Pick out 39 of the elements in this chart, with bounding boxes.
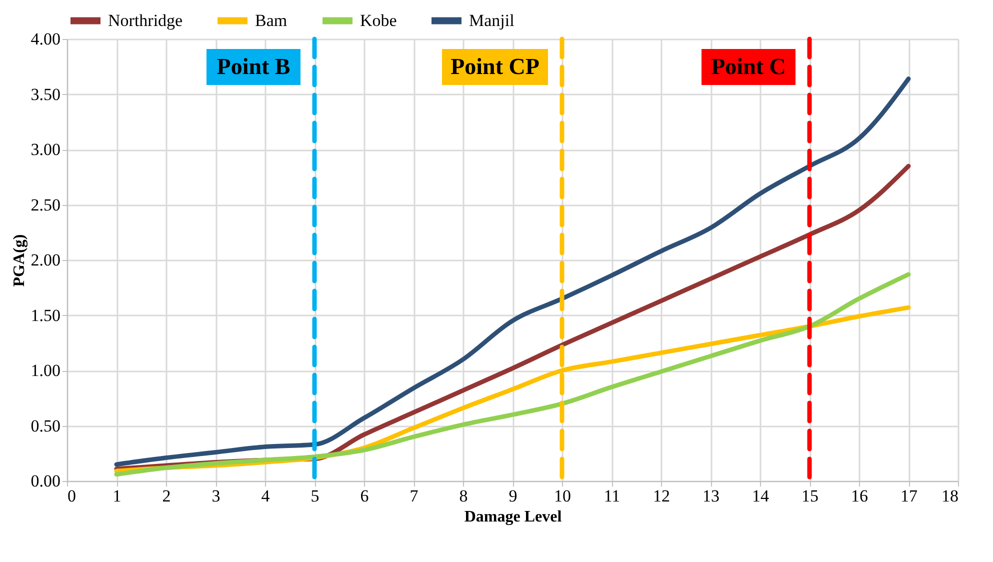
legend-label: Kobe <box>360 10 397 30</box>
legend-label: Northridge <box>108 10 183 30</box>
ref-line-label: Point CP <box>450 54 540 79</box>
x-tick-label: 16 <box>851 486 868 506</box>
y-tick-label: 1.00 <box>30 361 60 380</box>
y-tick-label: 3.50 <box>30 84 60 104</box>
legend-label: Manjil <box>469 10 515 30</box>
x-tick-label: 13 <box>702 486 720 506</box>
x-tick-label: 9 <box>508 486 518 506</box>
x-tick-label: 15 <box>802 486 818 506</box>
x-tick-label: 4 <box>261 486 270 506</box>
x-axis-title: Damage Level <box>464 508 562 526</box>
x-tick-label: 3 <box>212 486 220 506</box>
x-tick-label: 17 <box>900 486 918 506</box>
ref-line-label: Point C <box>711 54 786 79</box>
x-tick-label: 10 <box>554 486 571 506</box>
line-series <box>114 76 911 467</box>
y-tick-label: 2.00 <box>30 250 60 270</box>
x-tick-label: 2 <box>162 486 171 506</box>
x-tick-label: 5 <box>310 486 320 506</box>
ref-line-label: Point B <box>216 54 290 79</box>
y-tick-label: 0.50 <box>30 416 60 436</box>
x-tick-label: 6 <box>360 486 369 506</box>
x-tick-label: 0 <box>68 486 76 506</box>
x-tick-label: 7 <box>410 486 419 506</box>
x-tick-label: 14 <box>752 486 770 506</box>
y-tick-label: 4.00 <box>30 30 60 48</box>
x-tick-label: 11 <box>604 486 620 506</box>
y-tick-label: 2.50 <box>30 195 60 214</box>
legend-label: Bam <box>255 10 288 30</box>
y-tick-label: 1.50 <box>30 306 60 325</box>
x-tick-label: 8 <box>459 486 468 506</box>
y-tick-label: 0.00 <box>30 472 60 490</box>
x-tick-label: 1 <box>112 486 122 506</box>
y-tick-label: 3.00 <box>30 140 60 159</box>
x-tick-label: 12 <box>653 486 670 506</box>
y-axis-title: PGA(g) <box>10 234 28 287</box>
line-series <box>114 272 911 477</box>
x-tick-label: 18 <box>942 486 958 506</box>
